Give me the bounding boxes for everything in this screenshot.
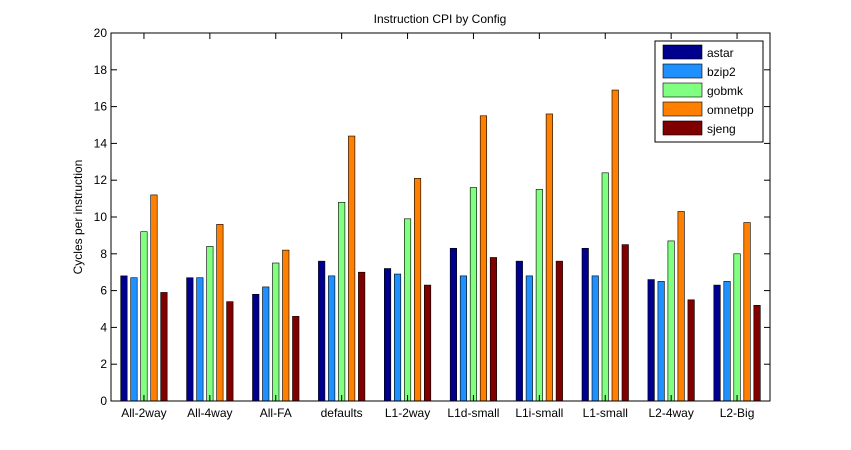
bar-bzip2-L1d-small — [459, 275, 468, 402]
bar-bzip2-L1i-small — [525, 275, 533, 402]
bar-gobmk-All-FA — [272, 262, 280, 402]
bar-gobmk-L2-4way — [667, 240, 675, 402]
y-tick-label: 16 — [94, 100, 108, 114]
bar-gobmk-L2-Big — [733, 253, 741, 402]
bar-astar-L2-4way — [647, 279, 655, 402]
x-tick-label: L1-2way — [385, 406, 430, 420]
legend-label-gobmk: gobmk — [707, 84, 744, 98]
bar-sjeng-L2-4way — [687, 299, 695, 402]
bar-sjeng-All-2way — [160, 292, 168, 402]
bar-omnetpp-defaults — [348, 135, 356, 402]
x-tick-label: L1d-small — [447, 406, 499, 420]
legend-label-astar: astar — [707, 46, 734, 60]
y-tick-label: 0 — [100, 394, 107, 408]
bar-sjeng-L1-small — [621, 244, 629, 402]
bar-astar-All-FA — [252, 293, 260, 402]
y-tick-label: 10 — [94, 210, 108, 224]
x-tick-label: defaults — [321, 406, 363, 420]
y-tick-label: 4 — [100, 320, 107, 334]
bar-astar-L2-Big — [713, 284, 721, 402]
legend-swatch-astar — [662, 44, 703, 60]
bar-omnetpp-All-FA — [282, 249, 290, 402]
bar-astar-L1-small — [581, 247, 589, 402]
bar-omnetpp-L1-small — [611, 89, 619, 402]
x-tick-label: L2-Big — [720, 406, 755, 420]
y-tick-label: 12 — [94, 173, 108, 187]
y-tick-label: 8 — [100, 247, 107, 261]
bar-omnetpp-All-2way — [150, 194, 158, 402]
bar-astar-L1d-small — [449, 247, 458, 402]
x-tick-label: All-2way — [121, 406, 166, 420]
legend-swatch-sjeng — [662, 120, 703, 136]
bar-bzip2-L2-Big — [723, 281, 731, 402]
bar-astar-L1i-small — [515, 260, 523, 402]
bar-omnetpp-L1-2way — [413, 178, 422, 402]
bar-gobmk-L1-small — [601, 172, 609, 402]
bar-bzip2-L1-small — [591, 275, 599, 402]
y-axis-label: Cycles per instruction — [71, 160, 85, 275]
bar-sjeng-L2-Big — [753, 305, 761, 402]
bar-omnetpp-All-4way — [216, 224, 224, 402]
bar-bzip2-All-FA — [262, 286, 270, 402]
bar-astar-L1-2way — [383, 268, 392, 402]
bar-omnetpp-L1i-small — [545, 113, 553, 402]
legend-label-sjeng: sjeng — [707, 122, 736, 136]
bar-bzip2-L1-2way — [393, 273, 402, 402]
y-tick-label: 18 — [94, 63, 108, 77]
bar-bzip2-All-2way — [130, 277, 138, 402]
bar-bzip2-All-4way — [196, 277, 204, 402]
chart-title: Instruction CPI by Config — [374, 12, 507, 26]
y-tick-label: 6 — [100, 284, 107, 298]
bar-sjeng-L1-2way — [423, 284, 432, 402]
legend-swatch-gobmk — [662, 82, 703, 98]
bar-gobmk-L1-2way — [403, 218, 412, 402]
bar-sjeng-defaults — [358, 271, 366, 402]
legend-swatch-bzip2 — [662, 63, 703, 79]
bar-astar-All-2way — [120, 275, 128, 402]
y-tick-label: 14 — [94, 136, 108, 150]
y-tick-label: 2 — [100, 357, 107, 371]
legend-swatch-omnetpp — [662, 101, 703, 117]
bar-sjeng-L1d-small — [489, 257, 498, 402]
bar-gobmk-All-4way — [206, 246, 214, 402]
bar-omnetpp-L2-Big — [743, 222, 751, 402]
bar-sjeng-L1i-small — [555, 260, 563, 402]
legend: astar bzip2 gobmk omnetpp sjeng — [654, 40, 764, 143]
bar-omnetpp-L2-4way — [677, 211, 685, 402]
x-tick-label: L1-small — [583, 406, 628, 420]
x-tick-label: All-FA — [260, 406, 292, 420]
bar-gobmk-All-2way — [140, 231, 148, 402]
bar-gobmk-L1i-small — [535, 189, 543, 402]
x-tick-label: All-4way — [187, 406, 232, 420]
bar-sjeng-All-FA — [292, 316, 300, 402]
bar-bzip2-L2-4way — [657, 281, 665, 402]
x-tick-label: L2-4way — [648, 406, 693, 420]
bar-astar-defaults — [318, 260, 326, 402]
bar-gobmk-L1d-small — [469, 187, 478, 402]
legend-label-omnetpp: omnetpp — [707, 103, 754, 117]
bar-astar-All-4way — [186, 277, 194, 402]
bar-omnetpp-L1d-small — [479, 115, 488, 402]
bar-sjeng-All-4way — [226, 301, 234, 402]
legend-label-bzip2: bzip2 — [707, 65, 736, 79]
y-tick-label: 20 — [94, 26, 108, 40]
axes-layer: 0 2 4 6 8 10 12 14 16 18 20 All-2way All-4way All-FA d… — [94, 26, 771, 420]
x-tick-label: L1i-small — [515, 406, 563, 420]
bar-bzip2-defaults — [328, 275, 336, 402]
bar-gobmk-defaults — [338, 201, 346, 402]
